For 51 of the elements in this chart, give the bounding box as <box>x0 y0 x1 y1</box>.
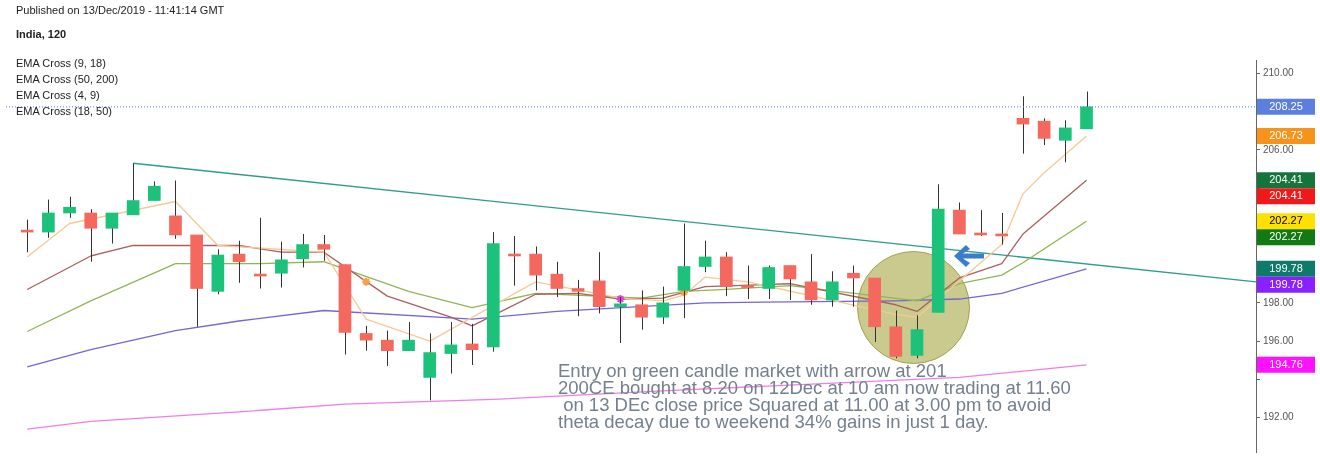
candlestick <box>42 199 55 239</box>
candlestick <box>529 245 542 291</box>
candlestick <box>63 196 76 219</box>
candlestick <box>359 325 373 352</box>
candlestick <box>571 279 585 317</box>
annotation: EMA Cross (50, 200) <box>16 73 119 85</box>
candlestick <box>296 233 309 268</box>
candlestick <box>126 162 140 216</box>
candlestick <box>825 270 839 308</box>
text: 194.76 <box>1269 357 1303 370</box>
y-tick-label: 206.00 <box>1263 143 1295 155</box>
annotation: EMA Cross (4, 9) <box>16 89 100 101</box>
text: 202.27 <box>1269 214 1303 227</box>
candlestick <box>105 212 119 245</box>
candlestick <box>169 179 182 240</box>
candlestick <box>1058 119 1072 163</box>
text: 204.41 <box>1269 173 1303 186</box>
candlestick <box>762 265 776 300</box>
text: Published on 13/Dec/2019 - 11:41:14 GMT <box>16 4 225 16</box>
annotation: EMA Cross (18, 50) <box>16 105 112 117</box>
text: 199.78 <box>1269 261 1303 274</box>
y-tick-label: 192.00 <box>1263 411 1295 423</box>
candlestick <box>402 321 415 352</box>
candlestick <box>847 265 860 308</box>
candlestick <box>275 241 288 289</box>
candlestick <box>317 234 331 262</box>
candlestick <box>635 289 648 331</box>
candlestick <box>741 265 754 300</box>
candlestick <box>656 286 670 325</box>
chart-title: India, 120 <box>16 28 67 40</box>
candlestick <box>550 261 564 298</box>
text: 202.27 <box>1269 230 1303 243</box>
y-tick-label: 196.00 <box>1263 334 1295 346</box>
candlestick <box>1080 91 1093 130</box>
candlestick <box>381 330 394 367</box>
annotation: EMA Cross (9, 18) <box>16 57 106 69</box>
candlestick <box>698 240 712 273</box>
candlestick <box>444 321 458 375</box>
candlestick <box>232 240 246 284</box>
text: 199.78 <box>1269 277 1303 290</box>
text: 204.41 <box>1269 189 1303 202</box>
ref-line-label: 208.25 <box>1269 99 1303 112</box>
candlestick <box>147 180 161 202</box>
y-tick-label: 198.00 <box>1263 296 1295 308</box>
candlestick <box>614 296 627 344</box>
candlestick <box>84 208 98 263</box>
text: 206.73 <box>1269 128 1303 141</box>
candlestick <box>1037 117 1051 146</box>
candlestick <box>783 265 797 301</box>
candlestick <box>804 253 818 306</box>
y-tick-label: 210.00 <box>1263 67 1295 79</box>
